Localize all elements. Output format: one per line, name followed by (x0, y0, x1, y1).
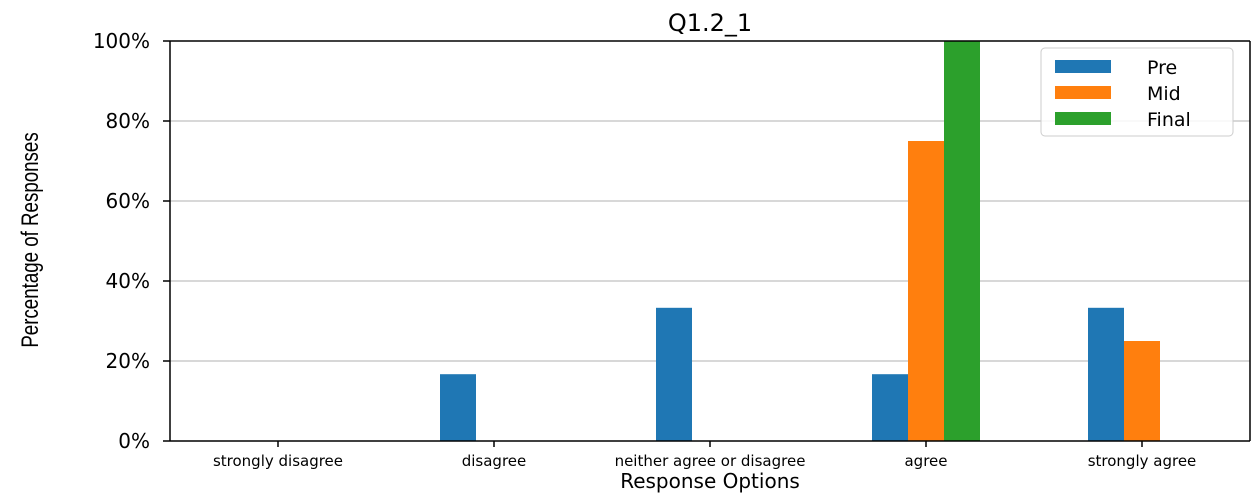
y-tick-label: 60% (106, 189, 150, 213)
x-tick-label: strongly agree (1088, 452, 1197, 470)
y-tick-label: 100% (93, 29, 150, 53)
bar-pre (656, 307, 692, 441)
y-tick-label: 20% (106, 349, 150, 373)
x-tick-label: neither agree or disagree (615, 452, 806, 470)
legend-swatch-mid (1055, 86, 1111, 99)
bar-final (944, 41, 980, 441)
x-tick-label: strongly disagree (213, 452, 343, 470)
y-tick-label: 0% (118, 429, 150, 453)
x-tick-label: agree (904, 452, 947, 470)
legend-label-mid: Mid (1147, 83, 1181, 105)
legend: Pre Mid Final (1040, 47, 1234, 137)
legend-label-final: Final (1147, 109, 1191, 131)
x-tick-label: disagree (462, 452, 527, 470)
legend-swatch-pre (1055, 60, 1111, 73)
x-axis-label: Response Options (620, 469, 800, 493)
legend-label-pre: Pre (1147, 57, 1177, 79)
bar-pre (872, 374, 908, 441)
legend-swatch-final (1055, 112, 1111, 125)
chart-title: Q1.2_1 (668, 9, 752, 37)
y-tick-labels: 0% 20% 40% 60% 80% 100% (93, 29, 170, 453)
y-tick-label: 40% (106, 269, 150, 293)
bar-mid (908, 141, 944, 441)
x-tick-labels: strongly disagree disagree neither agree o… (213, 441, 1196, 470)
bars (440, 41, 1160, 441)
bar-pre (1088, 307, 1124, 441)
bar-pre (440, 374, 476, 441)
bar-mid (1124, 341, 1160, 441)
y-axis-label: Percentage of Responses (17, 132, 44, 347)
y-tick-label: 80% (106, 109, 150, 133)
